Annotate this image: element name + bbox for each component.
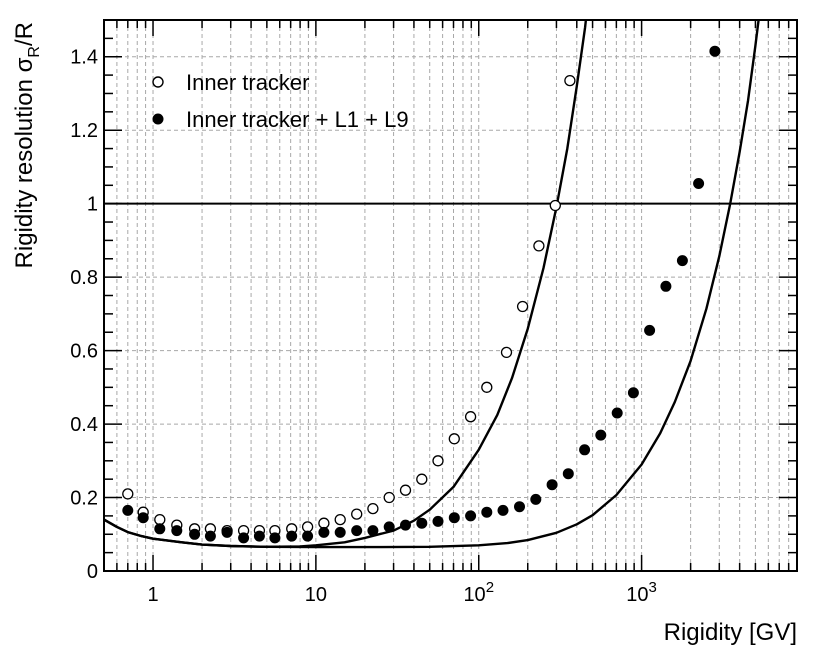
data-point-inner-tracker-l1-l9 <box>171 525 183 537</box>
data-point-inner-tracker <box>383 491 395 504</box>
data-point-inner-tracker-l1-l9 <box>400 519 411 531</box>
data-point-inner-tracker <box>516 300 529 313</box>
data-point-inner-tracker-l1-l9 <box>383 521 395 533</box>
data-point-inner-tracker-l1-l9 <box>660 280 672 292</box>
data-point-inner-tracker-l1-l9 <box>269 532 281 544</box>
y-tick-label: 1 <box>87 194 98 216</box>
x-tick-label-base: 10 <box>305 584 327 606</box>
data-point-inner-tracker <box>464 411 477 423</box>
data-point-inner-tracker-l1-l9 <box>189 528 201 540</box>
data-point-inner-tracker-l1-l9 <box>546 479 558 491</box>
fit-curve-2 <box>104 20 760 549</box>
data-point-inner-tracker <box>564 74 576 87</box>
legend-label-inner-tracker: Inner tracker <box>186 70 310 95</box>
data-point-inner-tracker <box>301 521 314 533</box>
data-point-inner-tracker <box>399 484 412 496</box>
y-tick-label: 0.6 <box>70 341 98 363</box>
x-tick-label-exponent: 2 <box>486 579 494 596</box>
y-axis-title-main: Rigidity resolution σ <box>11 57 38 268</box>
legend-marker-open-circle <box>152 76 164 88</box>
data-point-inner-tracker-l1-l9 <box>351 525 363 537</box>
data-point-inner-tracker <box>481 381 493 393</box>
data-point-inner-tracker <box>334 513 346 526</box>
data-point-inner-tracker <box>549 199 561 212</box>
data-point-inner-tracker-l1-l9 <box>334 526 346 538</box>
data-point-inner-tracker <box>154 513 166 526</box>
data-point-inner-tracker <box>318 517 330 529</box>
data-point-inner-tracker-l1-l9 <box>579 444 591 456</box>
y-axis-title-tail: /R <box>11 22 38 46</box>
fit-curve-1 <box>104 20 588 548</box>
data-point-inner-tracker <box>367 502 379 515</box>
axis-ticks <box>103 19 798 572</box>
grid <box>103 20 798 571</box>
data-point-inner-tracker <box>351 508 363 520</box>
x-tick-label-base: 10 <box>626 584 648 606</box>
data-point-inner-tracker-l1-l9 <box>481 506 493 518</box>
x-tick-label-base: 1 <box>147 584 158 606</box>
data-point-inner-tracker-l1-l9 <box>367 525 379 537</box>
legend: Inner tracker Inner tracker + L1 + L9 <box>152 70 409 132</box>
data-point-inner-tracker-l1-l9 <box>595 429 607 441</box>
y-tick-label: 0.8 <box>70 267 98 289</box>
y-tick-label: 0 <box>87 561 98 583</box>
data-point-inner-tracker-l1-l9 <box>253 530 265 542</box>
data-point-inner-tracker-l1-l9 <box>611 407 623 419</box>
data-point-inner-tracker-l1-l9 <box>302 530 314 542</box>
data-point-inner-tracker-l1-l9 <box>693 178 705 189</box>
data-point-inner-tracker <box>122 488 134 500</box>
data-point-inner-tracker <box>448 433 460 445</box>
data-point-inner-tracker-l1-l9 <box>530 493 542 505</box>
y-tick-label: 1.2 <box>70 120 98 142</box>
x-tick-label: 103 <box>626 579 657 606</box>
x-axis-title: Rigidity [GV] <box>664 619 797 646</box>
data-point-inner-tracker <box>432 455 444 467</box>
x-tick-label: 1 <box>147 584 158 606</box>
fit-curves <box>104 20 760 549</box>
data-point-inner-tracker-l1-l9 <box>238 532 250 544</box>
y-tick-label: 0.4 <box>70 414 98 436</box>
x-tick-label: 102 <box>463 579 494 606</box>
data-point-inner-tracker-l1-l9 <box>122 504 134 516</box>
data-point-inner-tracker-l1-l9 <box>204 530 216 542</box>
data-point-inner-tracker-l1-l9 <box>432 515 444 527</box>
data-point-inner-tracker-l1-l9 <box>709 45 721 57</box>
data-point-inner-tracker-l1-l9 <box>154 523 166 535</box>
data-point-inner-tracker-l1-l9 <box>416 517 428 529</box>
data-points <box>122 45 721 544</box>
y-axis-title-subscript: R <box>26 46 43 58</box>
x-tick-label-exponent: 3 <box>649 579 657 596</box>
data-point-inner-tracker-l1-l9 <box>676 255 688 267</box>
data-point-inner-tracker-l1-l9 <box>465 510 477 522</box>
data-point-inner-tracker-l1-l9 <box>318 526 330 538</box>
legend-label-inner-tracker-l1-l9: Inner tracker + L1 + L9 <box>186 107 409 132</box>
y-axis-title: Rigidity resolution σR/R <box>11 22 43 268</box>
data-point-inner-tracker-l1-l9 <box>221 526 233 538</box>
data-point-inner-tracker-l1-l9 <box>137 512 149 524</box>
y-tick-label: 1.4 <box>70 47 98 69</box>
data-point-inner-tracker-l1-l9 <box>627 387 639 399</box>
data-point-inner-tracker <box>416 473 428 485</box>
data-point-inner-tracker-l1-l9 <box>497 504 509 516</box>
data-point-inner-tracker-l1-l9 <box>644 324 656 336</box>
y-tick-label: 0.2 <box>70 488 98 510</box>
data-point-inner-tracker <box>533 240 545 252</box>
legend-marker-filled-circle <box>152 113 164 125</box>
data-point-inner-tracker-l1-l9 <box>448 512 460 524</box>
data-point-inner-tracker-l1-l9 <box>286 530 298 542</box>
data-point-inner-tracker-l1-l9 <box>562 468 574 480</box>
x-tick-label: 10 <box>305 584 327 606</box>
data-point-inner-tracker-l1-l9 <box>514 501 525 513</box>
data-point-inner-tracker <box>500 346 513 359</box>
x-tick-label-base: 10 <box>463 584 485 606</box>
